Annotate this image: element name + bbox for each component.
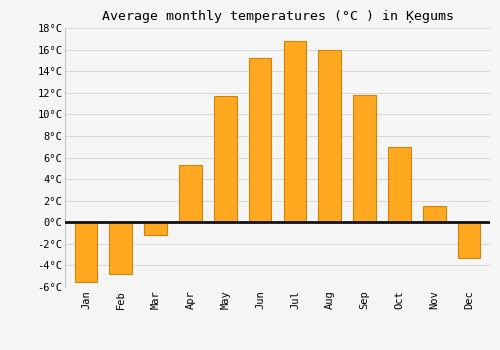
Bar — [354, 95, 376, 222]
Bar — [110, 222, 132, 274]
Title: Average monthly temperatures (°C ) in Ķegums: Average monthly temperatures (°C ) in Ķe… — [102, 10, 454, 23]
Bar — [423, 206, 446, 222]
Bar — [214, 96, 236, 222]
Bar — [249, 58, 272, 222]
Bar — [388, 147, 410, 222]
Bar — [318, 50, 341, 222]
Bar — [458, 222, 480, 258]
Bar — [284, 41, 306, 222]
Bar — [179, 165, 202, 222]
Bar — [74, 222, 97, 282]
Bar — [144, 222, 167, 235]
